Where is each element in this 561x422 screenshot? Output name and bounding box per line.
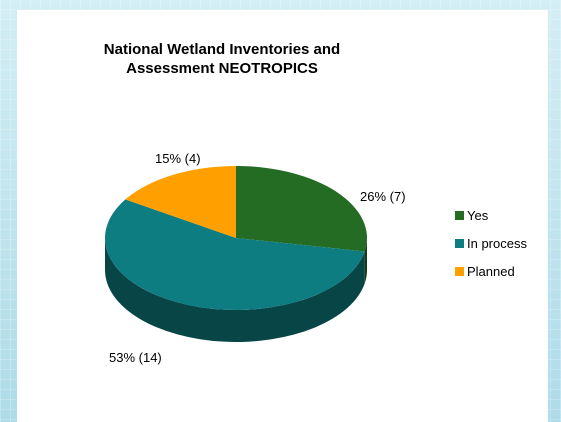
- pie-chart: 26% (7) 53% (14) 15% (4): [104, 151, 406, 365]
- legend-label-yes: Yes: [467, 207, 489, 223]
- data-label-planned: 15% (4): [155, 151, 201, 166]
- legend-label-planned: Planned: [467, 263, 515, 279]
- chart-title-line-2: Assessment NEOTROPICS: [126, 60, 318, 77]
- legend-swatch-planned: [455, 266, 464, 276]
- data-label-yes: 26% (7): [360, 189, 406, 204]
- chart-panel: National Wetland Inventories and Assessm…: [17, 10, 548, 422]
- legend-swatch-in-process: [455, 238, 464, 248]
- pie-side-in-process: [105, 238, 365, 342]
- legend-swatch-yes: [455, 210, 464, 220]
- pie-slice-planned: [125, 166, 236, 238]
- chart-title: National Wetland Inventories and Assessm…: [17, 40, 427, 78]
- legend-item-planned: Planned: [455, 263, 527, 279]
- chart-legend: Yes In process Planned: [455, 208, 527, 292]
- pie-side-yes: [364, 238, 367, 284]
- data-label-in-process: 53% (14): [109, 350, 162, 365]
- legend-item-yes: Yes: [455, 207, 527, 223]
- legend-item-in-process: In process: [455, 235, 527, 251]
- pie-slice-in-process: [104, 199, 365, 310]
- chart-title-line-1: National Wetland Inventories and: [103, 41, 341, 58]
- pie-slice-yes: [236, 166, 367, 252]
- legend-label-in-process: In process: [467, 235, 527, 251]
